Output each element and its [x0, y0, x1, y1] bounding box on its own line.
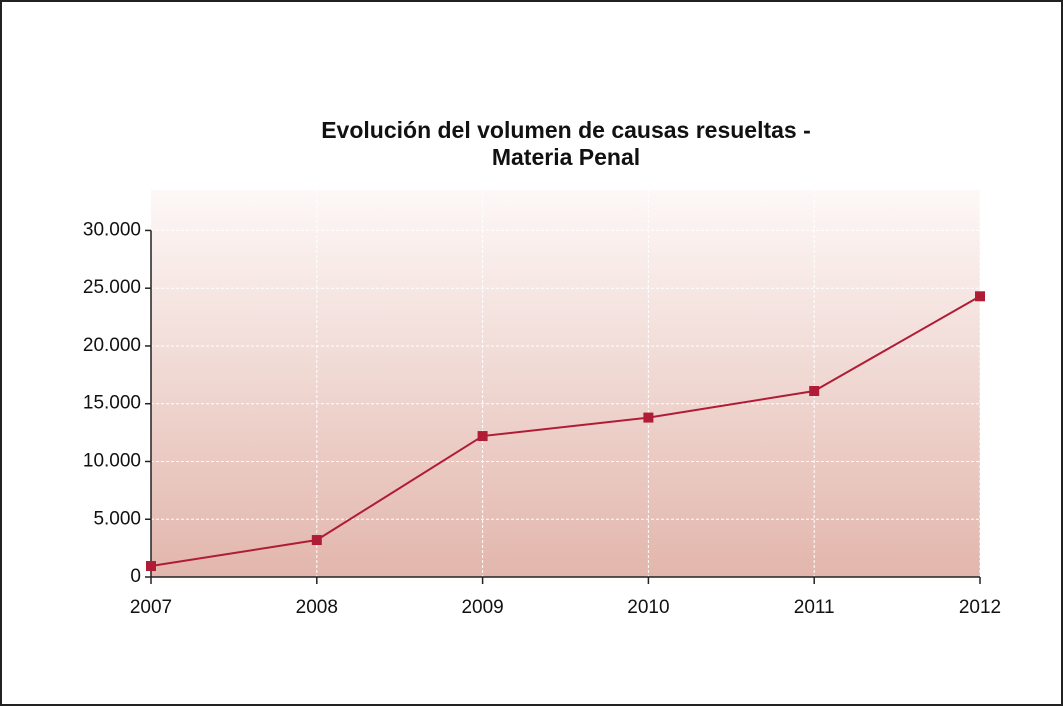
y-tick-label: 25.000	[83, 277, 141, 298]
plot-area	[151, 190, 980, 577]
series-line	[150, 295, 981, 568]
x-tick-label: 2007	[130, 597, 172, 618]
x-tick-label: 2012	[959, 597, 1001, 618]
x-tick-label: 2008	[296, 597, 338, 618]
y-tick-label: 30.000	[83, 219, 141, 240]
y-tick-label: 10.000	[83, 450, 141, 471]
chart-title: Evolución del volumen de causas resuelta…	[321, 117, 811, 143]
chart-title: Materia Penal	[492, 144, 640, 170]
x-tick-label: 2011	[794, 597, 835, 618]
point-marker	[643, 412, 654, 423]
point-marker	[477, 431, 488, 442]
point-marker	[146, 561, 156, 572]
point-marker	[975, 291, 985, 302]
point-marker	[311, 535, 322, 546]
x-tick-label: 2009	[461, 597, 503, 618]
y-tick-label: 5.000	[93, 508, 141, 529]
y-tick-label: 15.000	[83, 393, 141, 414]
point-marker	[809, 386, 820, 397]
x-tick-label: 2010	[627, 597, 669, 618]
y-tick-label: 20.000	[83, 335, 141, 356]
y-tick-label: 0	[130, 566, 141, 587]
